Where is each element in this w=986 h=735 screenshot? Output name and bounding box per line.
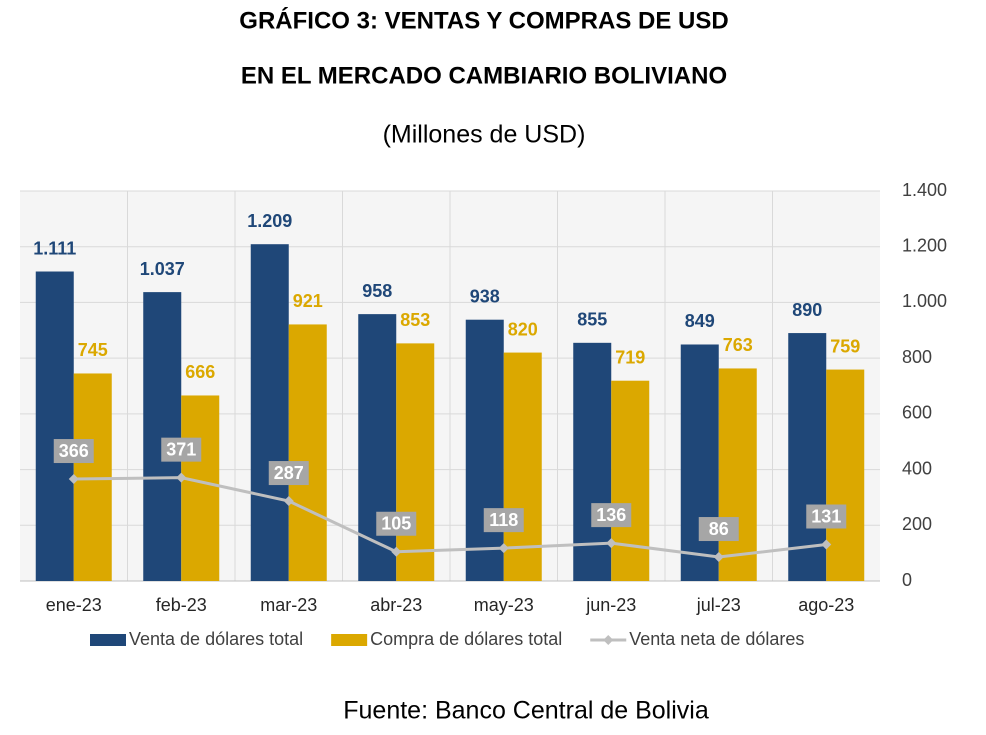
bar — [396, 343, 435, 581]
line-marker — [68, 474, 79, 485]
data-label: 86 — [709, 519, 729, 539]
data-label: 1.111 — [33, 238, 76, 258]
chart-title: GRÁFICO 3: VENTAS Y COMPRAS DE USD — [239, 6, 728, 34]
x-tick-label: ene-23 — [46, 595, 102, 615]
data-label: 1.209 — [247, 211, 292, 231]
data-label-box — [698, 517, 739, 542]
data-label: 763 — [723, 335, 753, 355]
data-label: 921 — [293, 291, 323, 311]
bar — [573, 342, 612, 581]
data-label: 759 — [830, 336, 860, 356]
y-tick-label: 1.200 — [902, 235, 947, 255]
line-marker — [821, 539, 832, 550]
y-tick-label: 200 — [902, 514, 932, 534]
bar — [250, 244, 289, 581]
chart-subtitle: (Millones de USD) — [383, 121, 586, 149]
line-series — [73, 476, 827, 559]
legend-label: Venta de dólares total — [129, 629, 303, 649]
data-label: 366 — [59, 441, 89, 461]
data-label: 105 — [381, 514, 411, 534]
data-label: 938 — [470, 286, 500, 306]
line-marker — [283, 496, 294, 507]
data-label-box — [483, 508, 524, 533]
line-marker — [176, 472, 187, 483]
legend-swatch — [331, 634, 368, 646]
data-label: 853 — [400, 310, 430, 330]
bar — [611, 380, 650, 581]
y-tick-label: 1.000 — [902, 291, 947, 311]
bar — [503, 352, 542, 581]
data-label: 849 — [685, 311, 715, 331]
legend-label: Compra de dólares total — [370, 629, 562, 649]
data-label: 1.037 — [140, 259, 185, 279]
data-label-box — [268, 461, 309, 486]
y-tick-label: 0 — [902, 570, 912, 590]
bar — [143, 292, 182, 581]
chart-title: EN EL MERCADO CAMBIARIO BOLIVIANO — [241, 62, 727, 89]
y-tick-label: 800 — [902, 347, 932, 367]
legend-label: Venta neta de dólares — [629, 629, 804, 649]
x-tick-label: feb-23 — [156, 595, 207, 615]
bar — [465, 319, 504, 581]
x-tick-label: jun-23 — [585, 595, 636, 615]
y-tick-label: 1.400 — [902, 180, 947, 200]
legend-swatch — [603, 635, 614, 645]
bar — [35, 271, 74, 581]
legend-swatch — [90, 634, 126, 646]
data-label-box — [591, 503, 632, 528]
data-label: 719 — [615, 347, 645, 367]
bar — [181, 395, 220, 581]
data-label: 855 — [577, 310, 607, 330]
bar — [788, 333, 827, 581]
bar — [826, 369, 865, 581]
data-label: 890 — [792, 300, 822, 320]
data-label: 371 — [166, 439, 196, 459]
data-label-box — [806, 504, 847, 529]
data-label-box — [161, 437, 202, 462]
data-label: 745 — [78, 340, 108, 360]
bar — [358, 314, 397, 581]
data-label: 131 — [811, 506, 841, 526]
data-label-box — [53, 439, 94, 464]
data-label-box — [376, 511, 417, 536]
line-marker — [606, 538, 617, 549]
data-label: 118 — [489, 510, 518, 530]
data-label: 287 — [274, 463, 304, 483]
x-tick-label: mar-23 — [260, 595, 317, 615]
x-tick-label: ago-23 — [798, 595, 854, 615]
bar — [288, 324, 327, 581]
line-marker — [498, 543, 509, 554]
data-label: 958 — [362, 281, 392, 301]
line-marker — [713, 552, 724, 563]
x-tick-label: may-23 — [474, 595, 534, 615]
bar — [718, 368, 757, 581]
line-marker — [391, 546, 402, 557]
bar — [680, 344, 719, 581]
x-tick-label: abr-23 — [370, 595, 422, 615]
data-label: 136 — [596, 505, 626, 525]
source: Fuente: Banco Central de Bolivia — [343, 697, 709, 725]
y-tick-label: 400 — [902, 458, 932, 478]
data-label: 666 — [185, 362, 215, 382]
x-tick-label: jul-23 — [696, 595, 741, 615]
y-tick-label: 600 — [902, 403, 932, 423]
data-label: 820 — [508, 319, 538, 339]
